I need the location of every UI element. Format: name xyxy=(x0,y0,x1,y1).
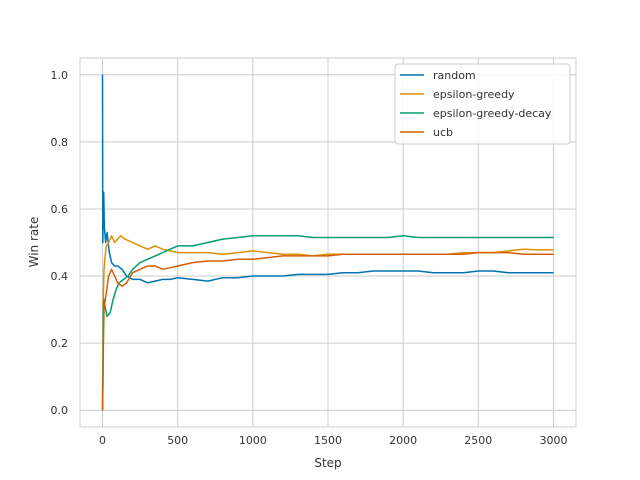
x-tick-label: 500 xyxy=(167,434,188,447)
legend: random epsilon-greedy epsilon-greedy-decay… xyxy=(394,63,571,145)
legend-label: ucb xyxy=(433,126,453,139)
x-tick-label: 3000 xyxy=(539,434,567,447)
legend-label: epsilon-greedy-decay xyxy=(433,107,552,120)
x-tick-label: 2000 xyxy=(389,434,417,447)
legend-box xyxy=(394,63,571,145)
y-tick-label: 0.0 xyxy=(51,404,69,417)
y-tick-label: 0.6 xyxy=(51,203,69,216)
y-tick-label: 0.8 xyxy=(51,136,69,149)
y-tick-label: 0.2 xyxy=(51,337,69,350)
x-axis-ticks: 0 500 1000 1500 2000 2500 3000 xyxy=(99,434,567,447)
series-lines xyxy=(101,74,554,411)
series-line-ucb xyxy=(101,251,554,411)
x-tick-label: 0 xyxy=(99,434,106,447)
series-line-random xyxy=(101,74,554,284)
y-axis-ticks: 0.0 0.2 0.4 0.6 0.8 1.0 xyxy=(51,69,69,417)
x-tick-label: 1500 xyxy=(314,434,342,447)
x-tick-label: 2500 xyxy=(464,434,492,447)
x-tick-label: 1000 xyxy=(239,434,267,447)
plot-frame xyxy=(79,57,577,428)
x-axis-label: Step xyxy=(314,456,341,470)
y-axis-label: Win rate xyxy=(27,217,41,268)
legend-label: epsilon-greedy xyxy=(433,88,515,101)
y-tick-label: 1.0 xyxy=(51,69,69,82)
legend-label: random xyxy=(433,69,476,82)
series-line-epsilon-greedy-decay xyxy=(101,235,554,411)
y-tick-label: 0.4 xyxy=(51,270,69,283)
